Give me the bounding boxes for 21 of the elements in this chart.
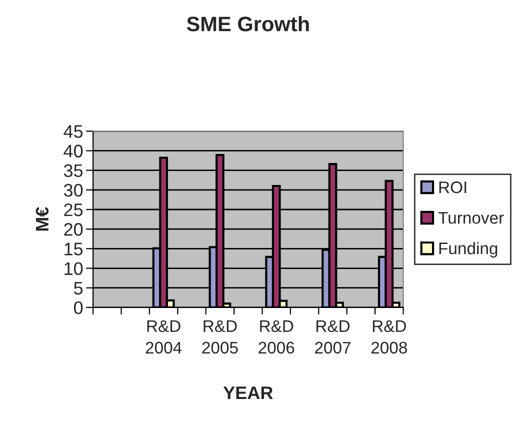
x-tick-label: R&D 2005	[202, 320, 238, 354]
x-tick-label: R&D 2006	[258, 320, 294, 354]
y-tick-label: 45	[64, 125, 83, 138]
y-tick-label: 0	[74, 301, 83, 314]
x-tick-label: R&D 2007	[315, 320, 350, 354]
y-tick-label: 30	[64, 184, 83, 197]
y-axis-title: M€	[36, 207, 49, 231]
x-axis-title: YEAR	[223, 386, 273, 400]
x-tick-label: R&D 2008	[371, 320, 407, 354]
y-tick-label: 10	[64, 262, 83, 275]
y-tick-label: 5	[74, 282, 83, 295]
y-tick-label: 25	[64, 203, 83, 216]
chart-title: SME Growth	[186, 16, 309, 32]
y-tick-label: 20	[64, 223, 83, 236]
legend-label: Funding	[439, 242, 498, 258]
y-tick-label: 40	[64, 144, 83, 158]
y-tick-label: 15	[64, 242, 83, 256]
legend-label: Turnover	[438, 212, 504, 224]
legend-label: ROI	[439, 181, 466, 194]
y-tick-label: 35	[64, 164, 83, 178]
x-tick-label: R&D 2004	[146, 320, 182, 354]
